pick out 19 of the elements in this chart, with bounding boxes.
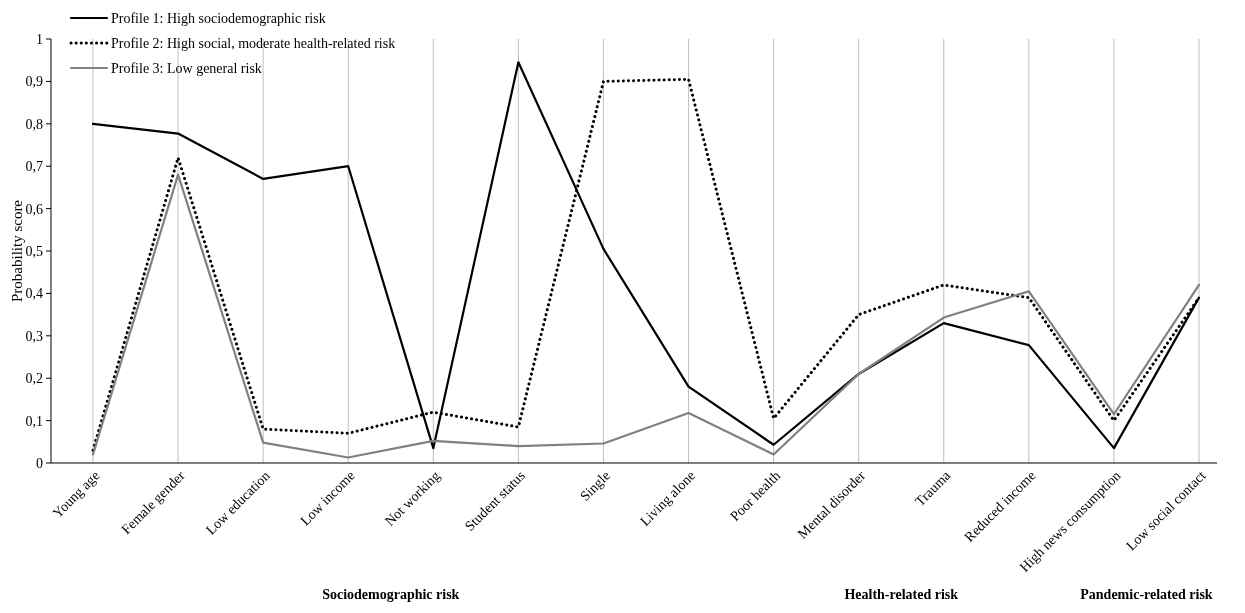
y-tick-label: 0,9 xyxy=(25,74,43,90)
y-tick-label: 0,7 xyxy=(25,159,43,175)
legend-label: Profile 2: High social, moderate health-related risk xyxy=(111,35,396,51)
text: Sociodemographic risk xyxy=(322,587,460,602)
y-tick-label: 1 xyxy=(36,31,43,47)
legend-label: Profile 3: Low general risk xyxy=(111,60,262,76)
line-series xyxy=(91,173,1201,459)
y-tick-label: 0,4 xyxy=(25,286,43,302)
legend-label: Profile 1: High sociodemographic risk xyxy=(111,10,326,26)
text: Health-related risk xyxy=(844,587,959,602)
y-tick-label: 0 xyxy=(36,455,43,471)
y-tick-label: 0,2 xyxy=(25,371,43,387)
y-tick-label: 0,8 xyxy=(25,116,43,132)
y-tick-label: 0,3 xyxy=(25,328,43,344)
y-tick-label: 0,1 xyxy=(25,413,43,429)
y-axis-title: Probability score xyxy=(9,199,25,303)
text: Pandemic-related risk xyxy=(1080,587,1213,602)
y-tick-label: 0,6 xyxy=(25,201,43,217)
y-tick-label: 0,5 xyxy=(25,243,43,259)
